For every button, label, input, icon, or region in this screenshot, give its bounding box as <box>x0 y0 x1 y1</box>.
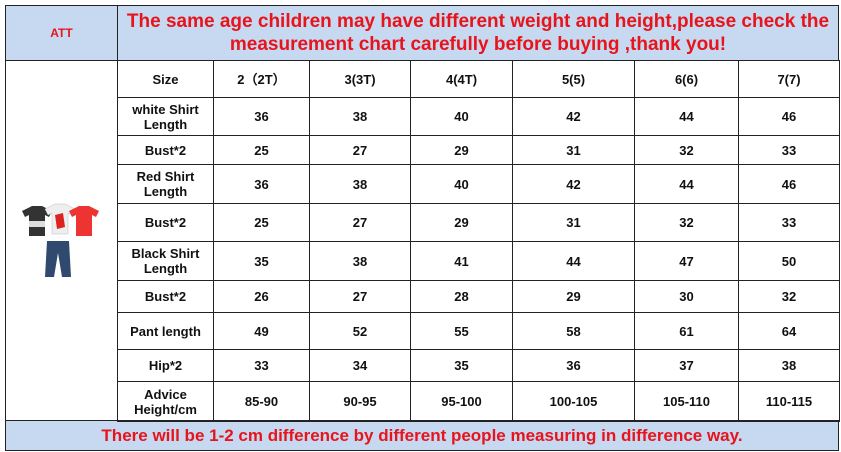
row-label: Advice Height/cm <box>117 381 214 422</box>
measurement: 44 <box>634 164 739 204</box>
measurement: 36 <box>213 97 310 136</box>
column-header: 4(4T) <box>410 60 513 98</box>
measurement: 61 <box>634 312 739 350</box>
measurement: 44 <box>512 241 635 281</box>
row-label: Bust*2 <box>117 203 214 242</box>
measurement: 41 <box>410 241 513 281</box>
measurement: 52 <box>309 312 411 350</box>
footer-note: There will be 1-2 cm difference by diffe… <box>5 420 839 451</box>
measurement: 36 <box>512 349 635 382</box>
measurement: 38 <box>309 241 411 281</box>
measurement: 40 <box>410 164 513 204</box>
column-header: 2（2T） <box>213 60 310 98</box>
column-header: 5(5) <box>512 60 635 98</box>
product-image-cell <box>5 60 118 421</box>
measurement: 42 <box>512 164 635 204</box>
measurement: 33 <box>738 203 840 242</box>
measurement: 100-105 <box>512 381 635 422</box>
measurement: 26 <box>213 280 310 313</box>
measurement: 34 <box>309 349 411 382</box>
row-label: Black Shirt Length <box>117 241 214 281</box>
measurement: 28 <box>410 280 513 313</box>
measurement: 31 <box>512 135 635 165</box>
measurement: 25 <box>213 203 310 242</box>
measurement: 58 <box>512 312 635 350</box>
measurement: 49 <box>213 312 310 350</box>
measurement: 33 <box>738 135 840 165</box>
measurement: 35 <box>410 349 513 382</box>
measurement: 29 <box>410 135 513 165</box>
measurement: 85-90 <box>213 381 310 422</box>
measurement: 33 <box>213 349 310 382</box>
product-image <box>21 203 99 277</box>
row-label: Bust*2 <box>117 280 214 313</box>
column-header: 7(7) <box>738 60 840 98</box>
measurement: 50 <box>738 241 840 281</box>
row-label: Hip*2 <box>117 349 214 382</box>
measurement: 27 <box>309 135 411 165</box>
row-label: Red Shirt Length <box>117 164 214 204</box>
measurement: 25 <box>213 135 310 165</box>
measurement: 27 <box>309 203 411 242</box>
row-label: white Shirt Length <box>117 97 214 136</box>
measurement: 38 <box>738 349 840 382</box>
column-header: 6(6) <box>634 60 739 98</box>
measurement: 42 <box>512 97 635 136</box>
measurement: 38 <box>309 97 411 136</box>
title: The same age children may have different… <box>117 5 839 61</box>
measurement: 31 <box>512 203 635 242</box>
measurement: 46 <box>738 164 840 204</box>
row-label: Pant length <box>117 312 214 350</box>
brand: ATT <box>5 5 118 61</box>
measurement: 29 <box>410 203 513 242</box>
measurement: 32 <box>634 135 739 165</box>
measurement: 37 <box>634 349 739 382</box>
column-header: Size <box>117 60 214 98</box>
measurement: 40 <box>410 97 513 136</box>
measurement: 90-95 <box>309 381 411 422</box>
measurement: 32 <box>634 203 739 242</box>
row-label: Bust*2 <box>117 135 214 165</box>
measurement: 64 <box>738 312 840 350</box>
measurement: 110-115 <box>738 381 840 422</box>
measurement: 35 <box>213 241 310 281</box>
measurement: 46 <box>738 97 840 136</box>
measurement: 47 <box>634 241 739 281</box>
measurement: 27 <box>309 280 411 313</box>
measurement: 36 <box>213 164 310 204</box>
measurement: 32 <box>738 280 840 313</box>
measurement: 55 <box>410 312 513 350</box>
measurement: 29 <box>512 280 635 313</box>
measurement: 95-100 <box>410 381 513 422</box>
measurement: 44 <box>634 97 739 136</box>
measurement: 30 <box>634 280 739 313</box>
measurement: 38 <box>309 164 411 204</box>
measurement: 105-110 <box>634 381 739 422</box>
column-header: 3(3T) <box>309 60 411 98</box>
